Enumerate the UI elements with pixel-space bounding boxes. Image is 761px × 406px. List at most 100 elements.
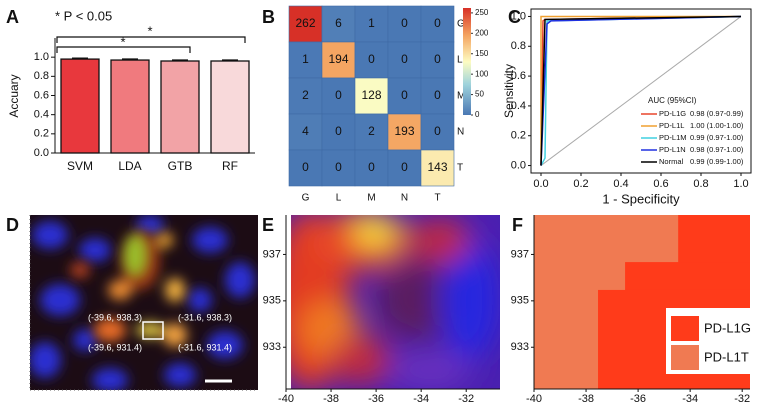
column-label: M — [367, 193, 375, 204]
coordinate-labels: (-39.6, 938.3) (-31.6, 938.3) (-39.6, 93… — [88, 312, 232, 352]
cell-label: 193 — [394, 124, 414, 138]
heatmap-cell — [420, 113, 455, 151]
legend-label: PD-L1L — [659, 121, 684, 130]
x-tick-label: -34 — [413, 393, 429, 405]
heatmap-cell — [354, 77, 389, 115]
column-label: T — [434, 193, 440, 204]
row-label: M — [457, 91, 465, 102]
cell-label: 0 — [368, 160, 375, 174]
row-label: G — [457, 19, 465, 30]
legend-swatch — [671, 345, 699, 370]
heatmap-cell — [321, 5, 356, 43]
legend-label: PD-L1G — [704, 320, 751, 335]
bar — [210, 60, 250, 154]
cell-label: 194 — [328, 52, 348, 66]
micrograph — [30, 215, 258, 390]
cell-label: 2 — [302, 88, 309, 102]
heatmap-cell — [387, 113, 422, 151]
colorbar-tick-label: 100 — [475, 69, 489, 78]
cell-label: 143 — [427, 160, 447, 174]
x-tick-label: -38 — [578, 393, 594, 405]
heatmap-cell — [420, 77, 455, 115]
significance-bracket — [56, 36, 246, 43]
region-step — [678, 215, 750, 263]
legend-title: AUC (95%CI) — [648, 96, 697, 105]
x-tick-label: -38 — [323, 393, 339, 405]
y-tick-label: 0.6 — [511, 70, 526, 82]
cell-label: 0 — [401, 52, 408, 66]
y-tick-label: 933 — [263, 341, 281, 353]
y-tick-label: 933 — [511, 341, 529, 353]
cell-label: 0 — [434, 52, 441, 66]
panel-letter: B — [262, 7, 275, 27]
coordinate-label: (-31.6, 931.4) — [178, 342, 232, 352]
y-tick-label: 0.6 — [34, 89, 49, 101]
significance-label: * — [147, 23, 152, 38]
cell-label: 0 — [335, 160, 342, 174]
heatmap-cell — [288, 77, 323, 115]
cell-label: 2 — [368, 124, 375, 138]
cell-label: 1 — [302, 52, 309, 66]
panel-letter: C — [508, 7, 521, 27]
coordinate-label: (-39.6, 938.3) — [88, 312, 142, 322]
y-tick-label: 935 — [263, 295, 281, 307]
cell-label: 0 — [335, 88, 342, 102]
y-tick-label: 1.0 — [511, 10, 526, 22]
column-label: N — [401, 193, 408, 204]
legend-label: PD-L1G — [659, 109, 686, 118]
colorbar-tick-label: 50 — [475, 90, 484, 99]
x-tick-label: -34 — [682, 393, 698, 405]
y-tick-label: 0.8 — [34, 70, 49, 82]
cell-label: 0 — [401, 16, 408, 30]
panel-letter: D — [6, 215, 19, 235]
y-tick-label: 0.0 — [34, 147, 49, 159]
x-tick-label: LDA — [118, 159, 141, 173]
error-bar — [172, 59, 188, 61]
cell-label: 0 — [302, 160, 309, 174]
legend-auc: 0.99 (0.97-1.00) — [690, 133, 744, 142]
heatmap-cell — [420, 41, 455, 79]
panel-letter: F — [512, 215, 523, 235]
x-tick-label: -36 — [630, 393, 646, 405]
roc-curve — [540, 15, 742, 166]
panel-letter: A — [6, 7, 19, 27]
heatmap-cell — [387, 5, 422, 43]
legend-swatch — [671, 316, 699, 341]
y-tick-label: 937 — [511, 248, 529, 260]
cell-label: 4 — [302, 124, 309, 138]
x-tick-label: -40 — [278, 393, 294, 405]
significance-label: * — [120, 34, 125, 49]
legend-label: PD-L1T — [704, 349, 749, 364]
y-tick-label: 0.4 — [34, 109, 49, 121]
column-label: L — [336, 193, 342, 204]
x-tick-label: 0.0 — [533, 178, 548, 190]
y-tick-label: 0.2 — [511, 130, 526, 142]
heatmap-cell — [321, 77, 356, 115]
y-axis-label: Sensitivity — [502, 64, 516, 118]
error-bar — [72, 57, 88, 60]
row-label: N — [457, 127, 464, 138]
cell-label: 0 — [335, 124, 342, 138]
y-tick-label: 0.0 — [511, 159, 526, 171]
legend-auc: 0.98 (0.97-1.00) — [690, 145, 744, 154]
cell-label: 1 — [368, 16, 375, 30]
row-label: L — [457, 55, 463, 66]
x-tick-label: -40 — [526, 393, 542, 405]
colorbar-tick-label: 150 — [475, 49, 489, 58]
heatmap-cell — [354, 149, 389, 187]
panel-letter: E — [262, 215, 274, 235]
x-tick-label: 0.8 — [693, 178, 708, 190]
cell-label: 0 — [401, 160, 408, 174]
legend-auc: 0.98 (0.97-0.99) — [690, 109, 744, 118]
y-axis-label: Accuary — [7, 74, 21, 117]
legend-auc: 0.99 (0.99-1.00) — [690, 157, 744, 166]
x-tick-label: -32 — [734, 393, 750, 405]
roc-curve — [540, 15, 741, 166]
reference-line — [540, 16, 742, 166]
plot-frame — [530, 8, 752, 174]
x-axis-label: 1 - Specificity — [602, 191, 680, 206]
error-bar — [122, 58, 138, 61]
error-bar — [222, 59, 238, 61]
bar — [110, 59, 150, 154]
heatmap-cell — [420, 149, 455, 187]
